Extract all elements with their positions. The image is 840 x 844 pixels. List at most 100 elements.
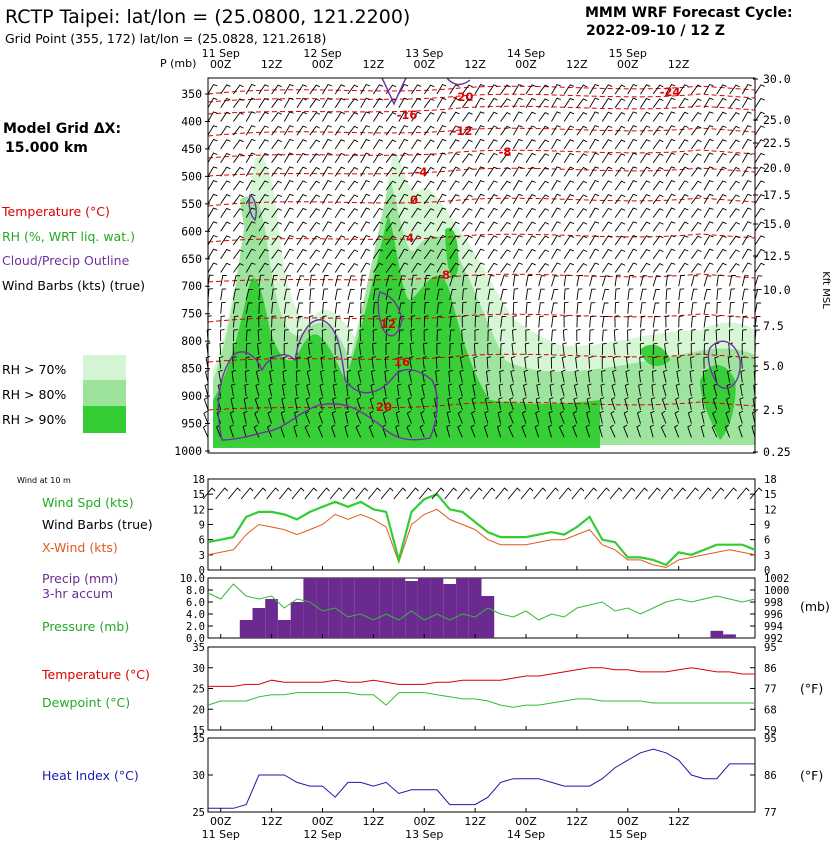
wind-right-tick: 9 (764, 520, 770, 532)
wind-barb (233, 235, 244, 246)
wind-barb (639, 342, 645, 355)
wind-left-tick: 0 (199, 565, 205, 577)
wind-left-tick: 9 (199, 520, 205, 532)
wind-barb (309, 221, 321, 232)
wind-barb (691, 112, 702, 122)
wind-barb (614, 166, 626, 177)
wind-barb (322, 248, 332, 260)
surface-wind-barb (736, 487, 750, 500)
wind-barb (296, 84, 307, 95)
wind-barb (741, 275, 749, 287)
wind-barb (322, 193, 332, 205)
wind-barb (269, 356, 275, 369)
wind-barb (411, 301, 416, 314)
wind-barb (691, 125, 702, 136)
wind-barb (703, 302, 711, 314)
wind-barb (754, 221, 765, 232)
wind-barb (626, 356, 631, 369)
wind-barb (307, 342, 313, 355)
wind-barb (587, 383, 592, 397)
wind-barb (331, 424, 336, 438)
wind-barb (435, 369, 440, 383)
wind-barb (449, 275, 457, 287)
wind-speed-label: Wind Spd (kts) (42, 495, 134, 510)
wind-barb (563, 166, 575, 177)
legend-barbs: Wind Barbs (kts) (true) (2, 278, 145, 293)
wind-barb (219, 342, 224, 355)
wind-barb (411, 248, 422, 260)
wind-barb (576, 301, 582, 314)
wind-barb (716, 207, 727, 218)
wind-barb (601, 207, 613, 218)
surface-wind-barb (673, 487, 686, 500)
wind-barb (462, 139, 473, 150)
wind-barb (373, 235, 384, 246)
temp-right-tick: 86 (764, 663, 777, 675)
wind-barb (538, 98, 550, 108)
wind-barb (487, 342, 492, 355)
wind-barb (676, 369, 681, 383)
wind-barb (614, 274, 621, 287)
wind-barb (678, 125, 689, 136)
wind-barb (385, 249, 397, 260)
wind-barb (691, 263, 702, 273)
wind-barb (255, 369, 261, 383)
wind-barb (271, 194, 282, 205)
wind-barb (589, 234, 600, 246)
wind-barb (538, 249, 549, 260)
wind-barb (207, 207, 218, 218)
precip-bar (392, 578, 406, 638)
bottom-date-label: 15 Sep (609, 828, 647, 840)
wind-barb (652, 194, 664, 205)
wind-barb (220, 274, 227, 287)
surface-wind-barb (380, 487, 394, 500)
wind-barb (665, 97, 676, 108)
wind-barb (678, 111, 689, 122)
wind-barb (334, 207, 346, 218)
wind-barb (739, 397, 744, 410)
wind-barb (576, 139, 588, 150)
surface-wind-barb (635, 487, 648, 500)
wind-barb (334, 315, 341, 328)
wind-barb (309, 139, 321, 150)
wind-barb (398, 248, 409, 260)
wind-barb (703, 180, 714, 191)
precip-bar (367, 578, 380, 638)
wind-barb (729, 112, 740, 122)
wind-barb (398, 342, 404, 355)
wind-barb (474, 166, 485, 177)
wind-barb (512, 234, 523, 246)
wind-barb (360, 152, 371, 163)
wind-barb (233, 180, 244, 191)
wind-barb (612, 369, 617, 383)
wind-barb (703, 342, 709, 355)
wind-barb (436, 207, 447, 218)
wind-barb (462, 180, 473, 191)
wind-barb (398, 356, 403, 369)
wind-barb (703, 138, 714, 150)
wind-barb (627, 207, 638, 218)
wind-barb (640, 180, 651, 191)
wind-barb (423, 153, 435, 163)
wind-barb (601, 275, 610, 287)
wind-barb (563, 194, 575, 205)
wind-barb (407, 397, 412, 410)
wind-barb (309, 235, 321, 246)
wind-barb (207, 111, 218, 122)
wind-barb (220, 262, 231, 273)
wind-barb (703, 207, 714, 218)
wind-barb (576, 180, 588, 191)
wind-barb (309, 249, 320, 260)
wind-barb (449, 235, 460, 246)
wind-barb (729, 288, 736, 301)
rh-region (640, 344, 670, 366)
wind-barb (500, 153, 511, 163)
wind-barb (462, 235, 473, 246)
wind-barb (258, 274, 265, 287)
wind-barb (296, 207, 307, 218)
wind-barb (360, 274, 367, 287)
wind-barb (220, 235, 231, 246)
wind-barb (411, 288, 417, 301)
surface-wind-barb (431, 487, 445, 500)
